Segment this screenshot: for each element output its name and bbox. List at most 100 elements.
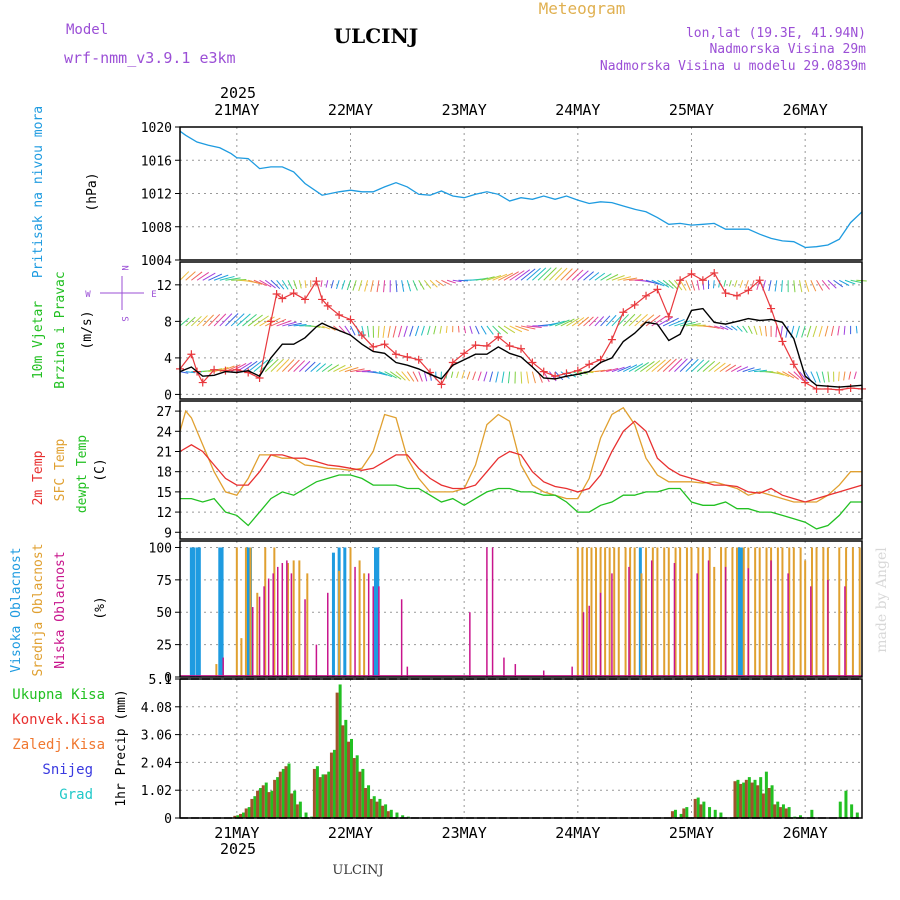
wind-arrow xyxy=(406,280,412,292)
total-precip-bar xyxy=(798,815,802,818)
high-cloud-bar xyxy=(246,547,250,677)
temp-2m-line xyxy=(179,420,863,503)
wind-arrow xyxy=(389,371,402,380)
y-tick-label: 1016 xyxy=(141,154,172,169)
total-precip-bar xyxy=(247,807,251,818)
conv-precip-bar xyxy=(364,788,368,818)
wind-arrow xyxy=(775,325,778,338)
conv-precip-bar xyxy=(750,782,754,818)
conv-precip-bar xyxy=(273,779,277,818)
gust-marker xyxy=(767,304,776,313)
wind-arrow xyxy=(662,317,679,327)
wind-arrow xyxy=(628,363,644,373)
total-precip-bar xyxy=(776,801,780,818)
wind-arrow xyxy=(441,279,451,285)
pressure-unit: (hPa) xyxy=(85,172,100,211)
wind-arrow xyxy=(439,325,442,334)
precip-legend-snow: Snijeg xyxy=(42,762,93,778)
conv-precip-bar xyxy=(261,785,265,818)
wind-arrow xyxy=(480,325,487,335)
low-cloud-bar xyxy=(611,573,613,677)
wind-arrow xyxy=(606,274,619,281)
mid-cloud-bar xyxy=(776,547,779,677)
low-cloud-bar xyxy=(707,560,710,677)
year-label-bottom: 2025 xyxy=(220,840,256,858)
mid-cloud-bar xyxy=(758,547,761,677)
gust-marker xyxy=(585,360,594,369)
conv-precip-bar xyxy=(312,768,316,818)
wind-arrow xyxy=(466,371,471,380)
total-precip-bar xyxy=(810,809,814,818)
gust-marker xyxy=(494,332,503,341)
total-precip-bar xyxy=(838,801,842,818)
mid-cloud-bar xyxy=(822,547,825,677)
gust-marker xyxy=(221,366,230,375)
dewpoint-line xyxy=(180,474,862,530)
gust-marker xyxy=(323,301,332,310)
conv-precip-bar xyxy=(699,804,703,818)
y-tick-labels: 1004 1008 1012 1016 1020 0 4 8 12 9 12 15 18 21 24 27 0 2… xyxy=(141,121,172,827)
total-precip-bar xyxy=(253,796,257,818)
wind-arrow xyxy=(341,280,346,290)
wind-arrow xyxy=(179,317,190,327)
total-precip-bar xyxy=(850,804,854,818)
wind-arrow xyxy=(708,325,720,329)
wind-arrow xyxy=(185,371,196,374)
wind-arrow xyxy=(537,267,552,281)
wind-arrow xyxy=(253,279,267,287)
wind-arrow xyxy=(611,275,625,281)
total-precip-bar xyxy=(747,777,751,818)
wind-arrow xyxy=(287,280,293,290)
total-precip-bar xyxy=(287,763,291,818)
wind-arrow xyxy=(774,280,778,292)
cloud-label-low: Niska Oblacnost xyxy=(53,551,68,668)
wind-arrow xyxy=(236,313,251,327)
date-label-bottom: 22MAY xyxy=(328,824,373,842)
wind-arrow xyxy=(520,371,523,384)
wind-label-1: 10m Vjetar xyxy=(31,301,46,379)
low-cloud-bar xyxy=(747,568,750,677)
total-precip-bar xyxy=(736,779,740,818)
precip-legend-hail: Grad xyxy=(59,787,93,803)
y-tick-label: 1004 xyxy=(141,254,172,269)
wind-arrow xyxy=(768,280,772,292)
bottom-date-labels: 21MAY 22MAY 23MAY 24MAY 25MAY 26MAY xyxy=(214,824,827,842)
y-tick-label: 3.06 xyxy=(141,729,172,744)
wind-arrow xyxy=(611,366,625,373)
wind-arrow xyxy=(420,325,425,336)
wind-arrow xyxy=(356,369,371,373)
wind-arrow xyxy=(623,364,638,373)
low-cloud-bar xyxy=(267,578,270,677)
total-precip-bar xyxy=(764,771,768,818)
y-tick-label: 0 xyxy=(164,671,172,686)
wind-arrow xyxy=(600,273,612,281)
low-cloud-bar xyxy=(222,657,224,677)
wind-arrow xyxy=(736,325,743,332)
low-cloud-bar xyxy=(514,664,517,677)
wind-arrow xyxy=(202,314,214,327)
wind-arrow xyxy=(321,363,333,373)
wind-arrow xyxy=(827,371,830,383)
wind-arrow xyxy=(427,325,431,336)
wind-arrow xyxy=(634,362,649,373)
wind-arrow xyxy=(423,371,428,382)
wind-arrow xyxy=(414,325,420,337)
wind-arrow xyxy=(566,268,579,281)
wind-arrow xyxy=(753,369,767,373)
conv-precip-bar xyxy=(381,805,385,818)
wind-arrow xyxy=(785,325,789,338)
low-cloud-bar xyxy=(263,586,265,677)
wind-arrow xyxy=(384,371,397,379)
wind-arrow xyxy=(486,325,494,335)
low-cloud-bar xyxy=(503,657,505,677)
wind-arrow xyxy=(583,316,594,327)
footer-station: ULCINJ xyxy=(332,863,383,878)
conv-precip-bar xyxy=(739,783,743,818)
wind-arrow xyxy=(219,275,235,281)
wind-arrow xyxy=(818,325,823,337)
gust-marker xyxy=(812,384,821,393)
gust-marker xyxy=(505,342,514,351)
y-tick-label: 25 xyxy=(156,639,172,654)
wind-arrow xyxy=(526,325,542,328)
mid-cloud-bar xyxy=(298,560,301,677)
